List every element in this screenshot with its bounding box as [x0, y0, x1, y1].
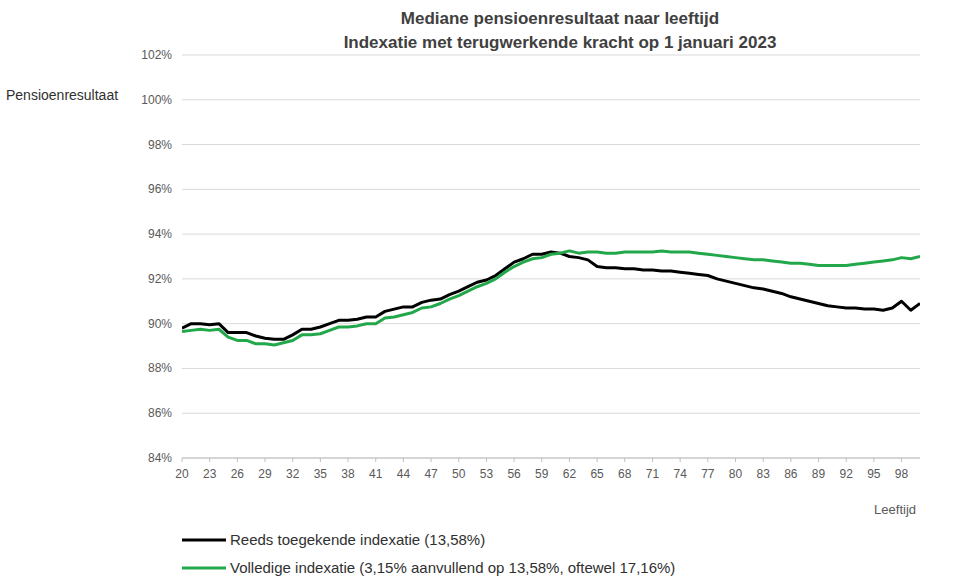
- x-tick: [237, 458, 238, 462]
- x-tick: [569, 458, 570, 462]
- x-tick: [763, 458, 764, 462]
- x-tick: [265, 458, 266, 462]
- y-tick-label: 86%: [148, 406, 172, 420]
- x-tick-label: 26: [231, 467, 245, 481]
- x-tick-label: 32: [286, 467, 300, 481]
- x-tick: [458, 458, 459, 462]
- chart-title: Mediane pensioenresultaat naar leeftijd: [401, 9, 719, 28]
- x-tick-label: 86: [784, 467, 798, 481]
- x-tick-label: 65: [590, 467, 604, 481]
- y-tick-label: 92%: [148, 272, 172, 286]
- y-tick-label: 90%: [148, 317, 172, 331]
- y-axis-label: Pensioenresultaat: [6, 87, 118, 103]
- y-tick-label: 88%: [148, 361, 172, 375]
- y-tick-label: 84%: [148, 451, 172, 465]
- x-tick-label: 50: [452, 467, 466, 481]
- x-tick-label: 38: [341, 467, 355, 481]
- x-tick: [873, 458, 874, 462]
- x-tick-label: 77: [701, 467, 715, 481]
- x-tick-label: 80: [729, 467, 743, 481]
- x-tick-label: 74: [673, 467, 687, 481]
- x-tick-label: 47: [424, 467, 438, 481]
- x-tick: [818, 458, 819, 462]
- x-tick-label: 35: [314, 467, 328, 481]
- grid-line: [182, 99, 920, 100]
- x-tick-label: 23: [203, 467, 217, 481]
- x-tick: [541, 458, 542, 462]
- legend: Reeds toegekende indexatie (13,58%) Volle…: [182, 531, 675, 576]
- x-tick-label: 95: [867, 467, 881, 481]
- x-tick: [790, 458, 791, 462]
- x-tick: [652, 458, 653, 462]
- x-tick: [707, 458, 708, 462]
- x-tick-label: 83: [756, 467, 770, 481]
- y-tick-label: 98%: [148, 138, 172, 152]
- grid-line: [182, 368, 920, 369]
- grid-line: [182, 144, 920, 145]
- x-tick: [846, 458, 847, 462]
- x-tick: [901, 458, 902, 462]
- x-tick: [486, 458, 487, 462]
- plot-area: [182, 251, 920, 345]
- x-axis-label: Leeftijd: [874, 502, 916, 517]
- y-tick-label: 100%: [141, 93, 172, 107]
- x-tick-label: 41: [369, 467, 383, 481]
- grid: [182, 55, 920, 458]
- legend-swatch: [182, 567, 226, 570]
- x-tick: [514, 458, 515, 462]
- y-tick-label: 102%: [141, 48, 172, 62]
- grid-line: [182, 234, 920, 235]
- x-tick-label: 44: [397, 467, 411, 481]
- x-tick-label: 89: [812, 467, 826, 481]
- grid-line: [182, 413, 920, 414]
- x-tick-label: 92: [840, 467, 854, 481]
- x-tick: [597, 458, 598, 462]
- x-tick: [403, 458, 404, 462]
- x-tick-label: 29: [258, 467, 272, 481]
- x-tick-label: 56: [507, 467, 521, 481]
- chart-subtitle: Indexatie met terugwerkende kracht op 1 …: [344, 33, 777, 52]
- x-tick: [320, 458, 321, 462]
- series-line: [182, 251, 920, 345]
- x-tick: [735, 458, 736, 462]
- x-tick-label: 59: [535, 467, 549, 481]
- legend-swatch: [182, 539, 226, 542]
- x-tick-label: 20: [175, 467, 189, 481]
- legend-label: Reeds toegekende indexatie (13,58%): [230, 531, 485, 548]
- grid-line: [182, 278, 920, 279]
- y-tick-label: 94%: [148, 227, 172, 241]
- x-tick: [292, 458, 293, 462]
- grid-line: [182, 189, 920, 190]
- grid-line: [182, 55, 920, 56]
- x-tick: [431, 458, 432, 462]
- x-tick-label: 62: [563, 467, 577, 481]
- x-tick: [624, 458, 625, 462]
- x-tick-label: 68: [618, 467, 632, 481]
- x-tick: [209, 458, 210, 462]
- y-tick-label: 96%: [148, 182, 172, 196]
- x-tick-label: 53: [480, 467, 494, 481]
- x-tick: [348, 458, 349, 462]
- x-tick: [375, 458, 376, 462]
- x-tick-label: 71: [646, 467, 660, 481]
- chart: Mediane pensioenresultaat naar leeftijd I…: [0, 0, 960, 580]
- x-tick-label: 98: [895, 467, 909, 481]
- grid-line: [182, 323, 920, 324]
- x-tick: [680, 458, 681, 462]
- x-tick: [182, 458, 183, 462]
- legend-label: Volledige indexatie (3,15% aanvullend op…: [230, 559, 675, 576]
